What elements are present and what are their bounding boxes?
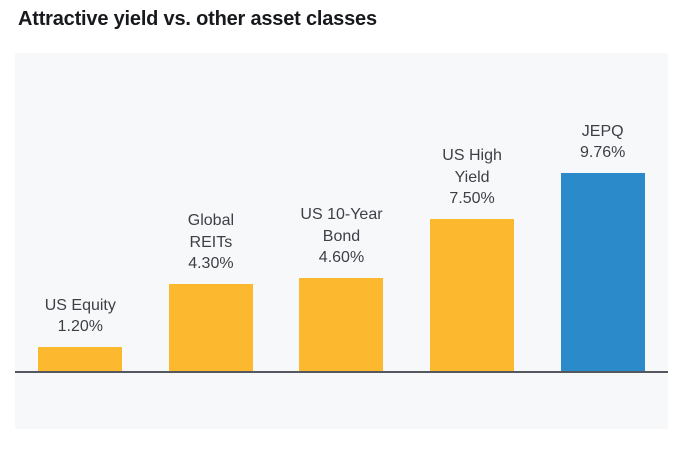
bar-label: US High Yield 7.50%: [442, 145, 502, 210]
bar-label-line: JEPQ: [581, 122, 624, 140]
bar-label: US Equity 1.20%: [45, 295, 116, 338]
bar-label-line: Bond: [322, 227, 361, 245]
bar-label: Global REITs 4.30%: [188, 210, 234, 275]
bar-label-line: Yield: [454, 168, 490, 186]
bar: [38, 347, 123, 371]
bar: [430, 219, 515, 371]
bar-column-jepq: JEPQ 9.76%: [537, 53, 668, 371]
page-title: Attractive yield vs. other asset classes: [18, 8, 377, 30]
bar-label-line: US Equity: [44, 296, 116, 314]
bar: [299, 278, 384, 371]
bar-label-line: Global: [187, 212, 235, 230]
bar: [168, 284, 253, 371]
bar-column-us-equity: US Equity 1.20%: [15, 53, 146, 371]
bar-value: 7.50%: [449, 190, 495, 208]
bar-value: 4.60%: [318, 249, 365, 267]
chart-panel: US Equity 1.20% Global REITs 4.30% US 10-Year…: [15, 53, 668, 429]
bar-label-line: US High: [442, 147, 502, 165]
bar-label-line: US 10-Year: [300, 206, 383, 224]
bar-value: 9.76%: [579, 144, 626, 162]
bar-label-line: REITs: [189, 233, 233, 251]
plot-area: US Equity 1.20% Global REITs 4.30% US 10-Year…: [15, 53, 668, 371]
bar-label: US 10-Year Bond 4.60%: [300, 204, 382, 269]
bar: [560, 173, 645, 371]
bar-column-global-reits: Global REITs 4.30%: [146, 53, 277, 371]
bar-label: JEPQ 9.76%: [580, 121, 625, 164]
bar-value: 4.30%: [188, 255, 234, 273]
x-axis-line: [15, 371, 668, 373]
bar-column-us-high-yield: US High Yield 7.50%: [407, 53, 538, 371]
bar-value: 1.20%: [57, 318, 103, 336]
bar-column-us-10-year-bond: US 10-Year Bond 4.60%: [276, 53, 407, 371]
